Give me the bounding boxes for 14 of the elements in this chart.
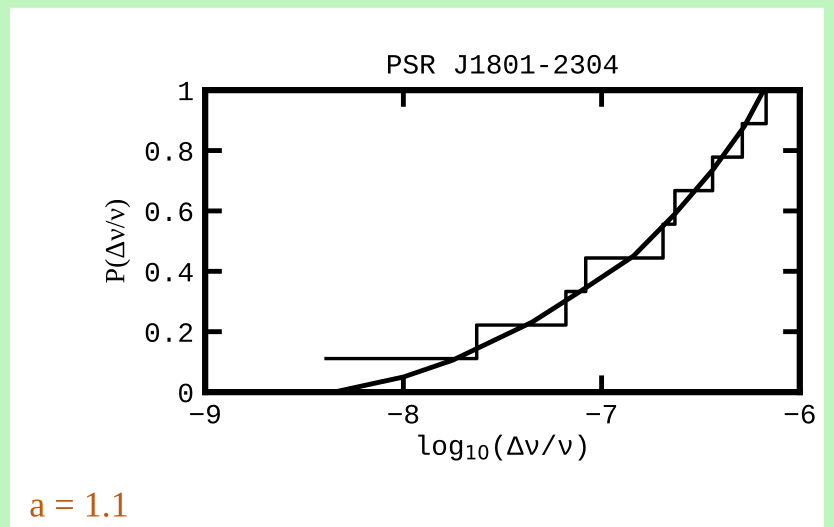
y-tick-label: 0.2 — [146, 323, 192, 342]
x-tick-label: −8 — [388, 404, 418, 424]
x-tick-label: −9 — [190, 404, 220, 424]
y-tick-label: 0.6 — [146, 202, 192, 222]
y-axis-title: P(Δν/ν) — [104, 200, 130, 283]
y-tick-label: 0.8 — [146, 142, 192, 161]
x-axis-title: log$_{10}$(Δν/ν) — [418, 434, 586, 461]
y-tick-label: 1 — [179, 82, 193, 100]
y-tick-label: 0.4 — [146, 262, 193, 282]
y-tick-label: 0 — [179, 384, 192, 402]
x-tick-label: −6 — [784, 404, 815, 424]
chart-title: PSR J1801-2304 — [388, 54, 618, 74]
text: a = 1.1 — [30, 492, 127, 517]
x-tick-label: −7 — [586, 405, 616, 424]
